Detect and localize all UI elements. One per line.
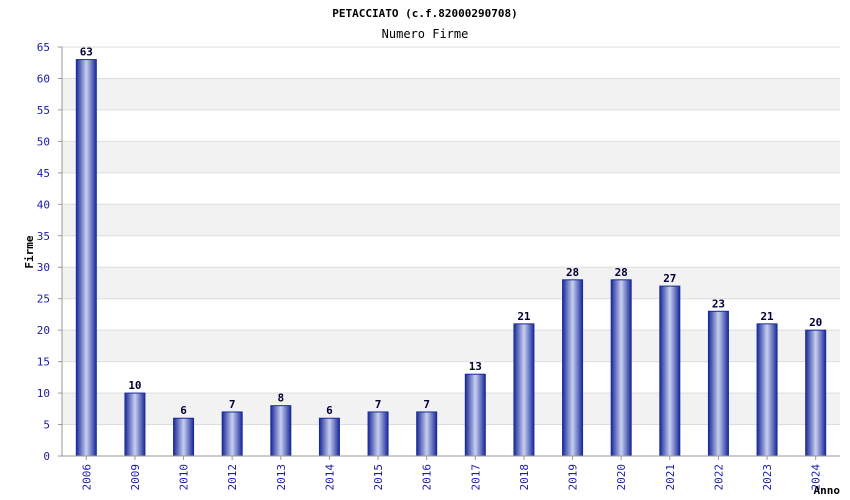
bar-2018 bbox=[513, 323, 535, 457]
data-label: 21 bbox=[517, 310, 531, 323]
x-axis-label: Anno bbox=[814, 484, 841, 497]
y-tick-label: 60 bbox=[37, 72, 50, 85]
y-tick-label: 35 bbox=[37, 230, 50, 243]
x-tick-label: 2014 bbox=[323, 464, 336, 491]
data-label: 7 bbox=[229, 398, 236, 411]
data-label: 63 bbox=[80, 46, 93, 59]
grid-band bbox=[62, 204, 840, 236]
chart-title: PETACCIATO (c.f.82000290708) bbox=[332, 7, 517, 20]
data-label: 6 bbox=[326, 404, 333, 417]
data-label: 13 bbox=[469, 360, 482, 373]
bar-2013 bbox=[270, 405, 292, 457]
y-tick-label: 40 bbox=[37, 198, 50, 211]
bar-2020 bbox=[610, 279, 632, 457]
x-tick-label: 2021 bbox=[664, 464, 677, 491]
data-label: 7 bbox=[375, 398, 382, 411]
x-tick-label: 2024 bbox=[810, 464, 823, 491]
y-tick-label: 10 bbox=[37, 387, 50, 400]
data-label: 8 bbox=[278, 392, 285, 405]
bar-2019 bbox=[562, 279, 584, 457]
y-tick-label: 55 bbox=[37, 104, 50, 117]
bar-2021 bbox=[659, 285, 681, 457]
bar-2024 bbox=[805, 329, 827, 457]
y-tick-label: 65 bbox=[37, 41, 50, 54]
bar-2010 bbox=[173, 417, 195, 457]
bar-2006 bbox=[75, 59, 97, 457]
x-tick-label: 2010 bbox=[178, 464, 191, 491]
x-tick-label: 2009 bbox=[129, 464, 142, 491]
data-label: 28 bbox=[615, 266, 628, 279]
y-tick-label: 50 bbox=[37, 135, 50, 148]
y-tick-label: 20 bbox=[37, 324, 50, 337]
data-label: 7 bbox=[423, 398, 430, 411]
x-axis-ticks: 2006 2009 2010 2012 2013 2014 2015 2016 2017 2018… bbox=[80, 456, 823, 491]
data-label: 6 bbox=[180, 404, 187, 417]
x-tick-label: 2006 bbox=[80, 464, 93, 491]
bar-2009 bbox=[124, 392, 146, 457]
x-tick-label: 2019 bbox=[567, 464, 580, 491]
bar-2014 bbox=[318, 417, 340, 457]
bar-2017 bbox=[464, 373, 486, 457]
data-label: 21 bbox=[760, 310, 774, 323]
x-tick-label: 2013 bbox=[275, 464, 288, 491]
bar-2015 bbox=[367, 411, 389, 457]
data-label: 23 bbox=[712, 297, 725, 310]
y-tick-label: 5 bbox=[43, 419, 50, 432]
bar-2016 bbox=[416, 411, 438, 457]
x-tick-label: 2016 bbox=[421, 464, 434, 491]
y-tick-label: 0 bbox=[43, 450, 50, 463]
data-label: 20 bbox=[809, 316, 822, 329]
data-label: 10 bbox=[128, 379, 141, 392]
x-tick-label: 2015 bbox=[372, 464, 385, 491]
x-tick-label: 2018 bbox=[518, 464, 531, 491]
data-labels-group: 63 10 6 7 8 6 7 7 13 21 28 28 27 23 21 20 bbox=[80, 46, 823, 418]
bars-group bbox=[75, 59, 827, 457]
y-tick-label: 15 bbox=[37, 356, 50, 369]
grid-band bbox=[62, 78, 840, 110]
data-label: 27 bbox=[663, 272, 676, 285]
data-label: 28 bbox=[566, 266, 579, 279]
grid-band bbox=[62, 141, 840, 173]
grid-band bbox=[62, 267, 840, 299]
x-tick-label: 2022 bbox=[712, 464, 725, 491]
y-tick-label: 25 bbox=[37, 293, 50, 306]
x-tick-label: 2012 bbox=[226, 464, 239, 491]
y-tick-label: 30 bbox=[37, 261, 50, 274]
y-axis-label: Firme bbox=[23, 235, 36, 268]
y-axis-ticks: 0 5 10 15 20 25 30 35 40 45 50 55 60 65 bbox=[37, 41, 50, 463]
bar-2023 bbox=[756, 323, 778, 457]
y-tick-label: 45 bbox=[37, 167, 50, 180]
bar-2022 bbox=[707, 310, 729, 457]
x-tick-label: 2017 bbox=[469, 464, 482, 491]
x-tick-label: 2020 bbox=[615, 464, 628, 491]
chart-subtitle: Numero Firme bbox=[382, 27, 469, 41]
x-tick-label: 2023 bbox=[761, 464, 774, 491]
bar-2012 bbox=[221, 411, 243, 457]
